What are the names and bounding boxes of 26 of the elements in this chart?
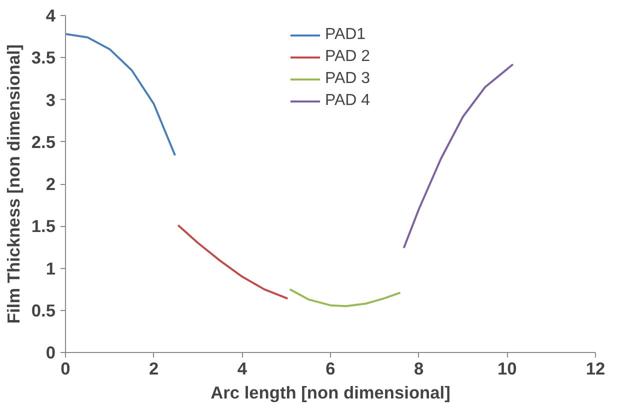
x-tick-label: 6 <box>326 358 336 378</box>
y-tick-label: 1.5 <box>31 216 56 236</box>
x-tick-label: 2 <box>149 358 159 378</box>
x-tick-label: 10 <box>498 358 517 378</box>
line-series <box>288 288 402 308</box>
y-tick-label: 1 <box>46 258 56 278</box>
y-tick-label: 4 <box>46 6 56 26</box>
line-series <box>66 33 176 156</box>
legend-label: PAD 3 <box>324 70 370 88</box>
y-tick-label: 3 <box>46 90 56 110</box>
legend-label: PAD 4 <box>324 92 370 110</box>
x-axis-title: Arc length [non dimensional] <box>210 382 450 402</box>
legend-label: PAD 2 <box>324 48 370 66</box>
y-tick-label: 0.5 <box>31 300 56 320</box>
line-series <box>402 63 514 250</box>
y-tick-label: 2 <box>46 174 56 194</box>
y-tick-label: 3.5 <box>31 48 56 68</box>
x-tick-label: 4 <box>237 358 248 378</box>
x-tick-label: 8 <box>414 358 424 378</box>
x-tick-label: 0 <box>60 358 70 378</box>
legend-label: PAD1 <box>324 26 366 44</box>
x-tick-label: 12 <box>586 358 606 378</box>
y-tick-label: 0 <box>46 342 56 362</box>
y-axis-title: Film Thickness [non dimensional] <box>3 44 24 324</box>
line-series <box>177 224 289 300</box>
y-tick-label: 2.5 <box>31 132 56 152</box>
